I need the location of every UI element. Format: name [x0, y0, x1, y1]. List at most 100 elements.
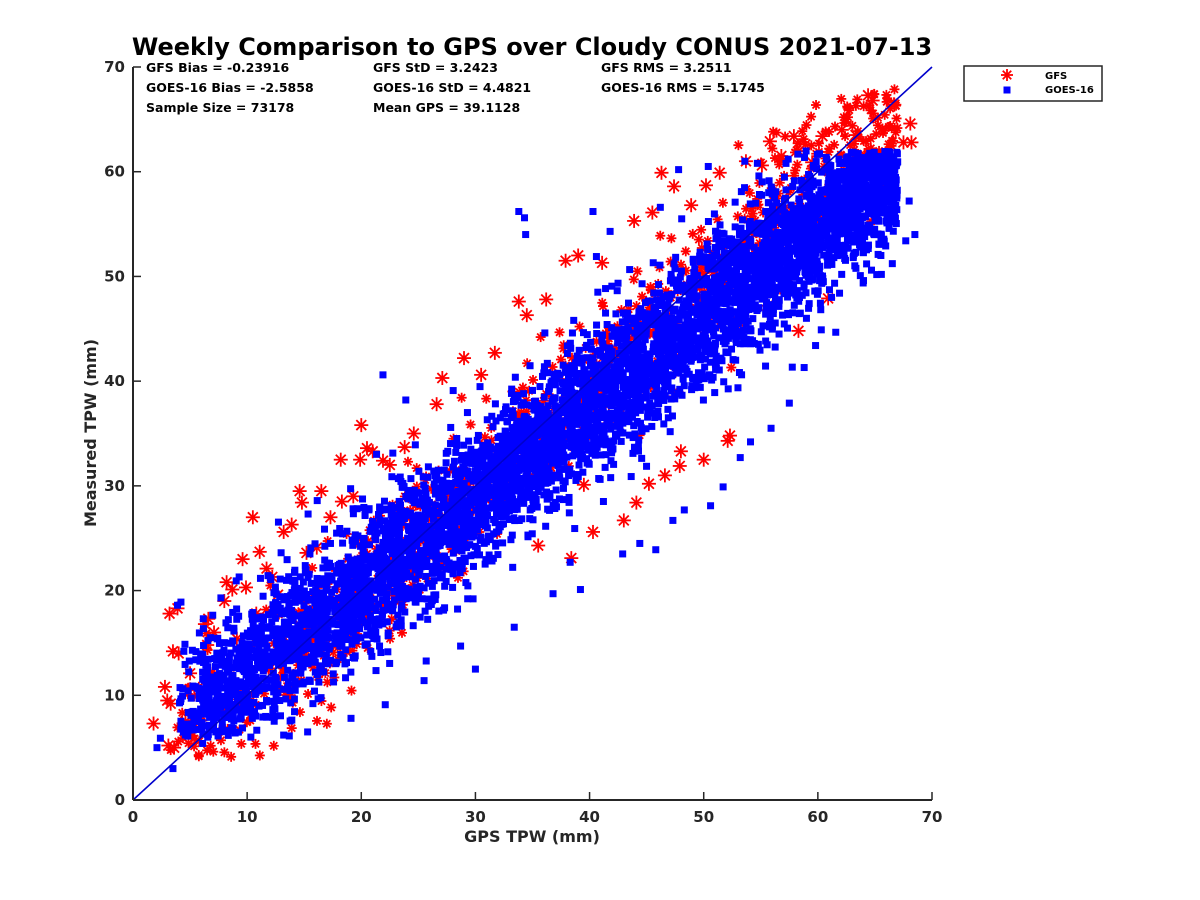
- goes-16-cloud-point: [264, 658, 272, 666]
- goes-16-cloud-point: [825, 249, 833, 257]
- goes-16-cloud-point: [630, 318, 638, 326]
- gfs-point: [323, 510, 338, 525]
- goes-16-cloud-point: [501, 409, 509, 417]
- goes-16-cloud-point: [347, 668, 355, 676]
- gfs-point: [239, 580, 254, 595]
- goes-16-cloud-point: [766, 307, 774, 315]
- goes-16-cloud-point: [215, 639, 223, 647]
- gfs-point: [406, 426, 421, 441]
- goes-16-cloud-point: [398, 518, 406, 526]
- gfs-cloud-point: [655, 230, 666, 241]
- gfs-cloud-point: [806, 111, 817, 122]
- gfs-cloud-point: [226, 751, 237, 762]
- goes-16-cloud-point: [428, 582, 436, 590]
- goes-16-cloud-point: [805, 300, 813, 308]
- goes-16-cloud-point: [219, 649, 227, 657]
- goes-16-cloud-point: [544, 465, 552, 473]
- goes-16-cloud-point: [775, 235, 783, 243]
- goes-16-cloud-point: [550, 424, 558, 432]
- goes-16-cloud-point: [596, 361, 604, 369]
- goes-16-cloud-point: [767, 183, 775, 191]
- goes-16-cloud-point: [387, 564, 395, 572]
- goes-16-cloud-point: [636, 321, 644, 329]
- gfs-point: [645, 205, 660, 220]
- goes-16-cloud-point: [857, 183, 865, 191]
- goes-16-cloud-point: [430, 506, 438, 514]
- goes-16-cloud-point: [401, 556, 409, 564]
- goes-16-cloud-point: [318, 580, 326, 588]
- goes-16-cloud-point: [834, 175, 842, 183]
- goes-16-cloud-point: [524, 485, 532, 493]
- gfs-cloud-point: [882, 93, 893, 104]
- goes-16-cloud-point: [482, 556, 490, 564]
- goes-16-cloud-point: [220, 684, 228, 692]
- goes-16-cloud-point: [305, 628, 313, 636]
- goes-16-cloud-point: [367, 523, 375, 531]
- goes-16-cloud-point: [571, 445, 579, 453]
- goes-16-cloud-point: [507, 536, 515, 544]
- goes-16-cloud-point: [771, 343, 779, 351]
- goes-16-cloud-point: [229, 637, 237, 645]
- goes-16-cloud-point: [599, 340, 607, 348]
- goes-16-cloud-point: [547, 379, 555, 387]
- goes-16-cloud-point: [653, 296, 661, 304]
- goes-16-cloud-point: [439, 499, 447, 507]
- gfs-point: [762, 134, 777, 149]
- goes-16-cloud-point: [364, 623, 372, 631]
- gfs-cloud-point: [850, 100, 861, 111]
- goes-16-cloud-point: [608, 385, 616, 393]
- goes-16-cloud-point: [544, 410, 552, 418]
- goes-16-cloud-point: [755, 190, 763, 198]
- goes-16-cloud-point: [665, 358, 673, 366]
- gfs-point: [903, 116, 918, 131]
- goes-16-cloud-point: [595, 384, 603, 392]
- goes-16-cloud-point: [231, 690, 239, 698]
- goes-16-cloud-point: [449, 387, 457, 395]
- goes-16-cloud-point: [411, 441, 419, 449]
- goes-16-cloud-point: [739, 233, 747, 241]
- goes-16-cloud-point: [382, 573, 390, 581]
- goes-16-cloud-point: [369, 517, 377, 525]
- goes-16-cloud-point: [434, 466, 442, 474]
- goes-16-cloud-point: [204, 655, 212, 663]
- goes-16-cloud-point: [507, 389, 515, 397]
- goes-16-cloud-point: [649, 259, 657, 267]
- goes-16-cloud-point: [756, 346, 764, 354]
- goes-16-cloud-point: [424, 615, 432, 623]
- goes-16-cloud-point: [288, 625, 296, 633]
- goes-16-cloud-point: [248, 665, 256, 673]
- goes-16-cloud-point: [664, 377, 672, 385]
- goes-16-cloud-point: [232, 677, 240, 685]
- goes-16-cloud-point: [638, 427, 646, 435]
- goes-16-cloud-point: [324, 626, 332, 634]
- goes-16-cloud-point: [272, 632, 280, 640]
- goes-16-cloud-point: [438, 502, 446, 510]
- goes-16-cloud-point: [701, 363, 709, 371]
- goes-16-cloud-point: [271, 614, 279, 622]
- goes-16-cloud-point: [415, 489, 423, 497]
- goes-16-cloud-point: [442, 459, 450, 467]
- goes-16-cloud-point: [373, 582, 381, 590]
- goes-16-cloud-point: [756, 282, 764, 290]
- goes-16-cloud-point: [335, 621, 343, 629]
- gfs-point: [786, 129, 801, 144]
- goes-16-cloud-point: [510, 455, 518, 463]
- goes-16-cloud-point: [354, 573, 362, 581]
- goes-16-cloud-point: [636, 307, 644, 315]
- goes-16-cloud-point: [415, 467, 423, 475]
- goes-16-cloud-point: [274, 689, 282, 697]
- goes-16-cloud-point: [704, 291, 712, 299]
- goes-16-cloud-point: [634, 447, 642, 455]
- gfs-point: [334, 494, 349, 509]
- goes-16-cloud-point: [403, 561, 411, 569]
- goes-16-cloud-point: [772, 188, 780, 196]
- goes-16-cloud-point: [789, 281, 797, 289]
- goes-16-cloud-point: [181, 640, 189, 648]
- goes-16-cloud-point: [660, 396, 668, 404]
- goes-16-cloud-point: [675, 296, 683, 304]
- goes-16-cloud-point: [263, 644, 271, 652]
- goes-16-cloud-point: [877, 232, 885, 240]
- goes-16-cloud-point: [407, 475, 415, 483]
- goes-16-cloud-point: [608, 282, 616, 290]
- goes-16-cloud-point: [327, 572, 335, 580]
